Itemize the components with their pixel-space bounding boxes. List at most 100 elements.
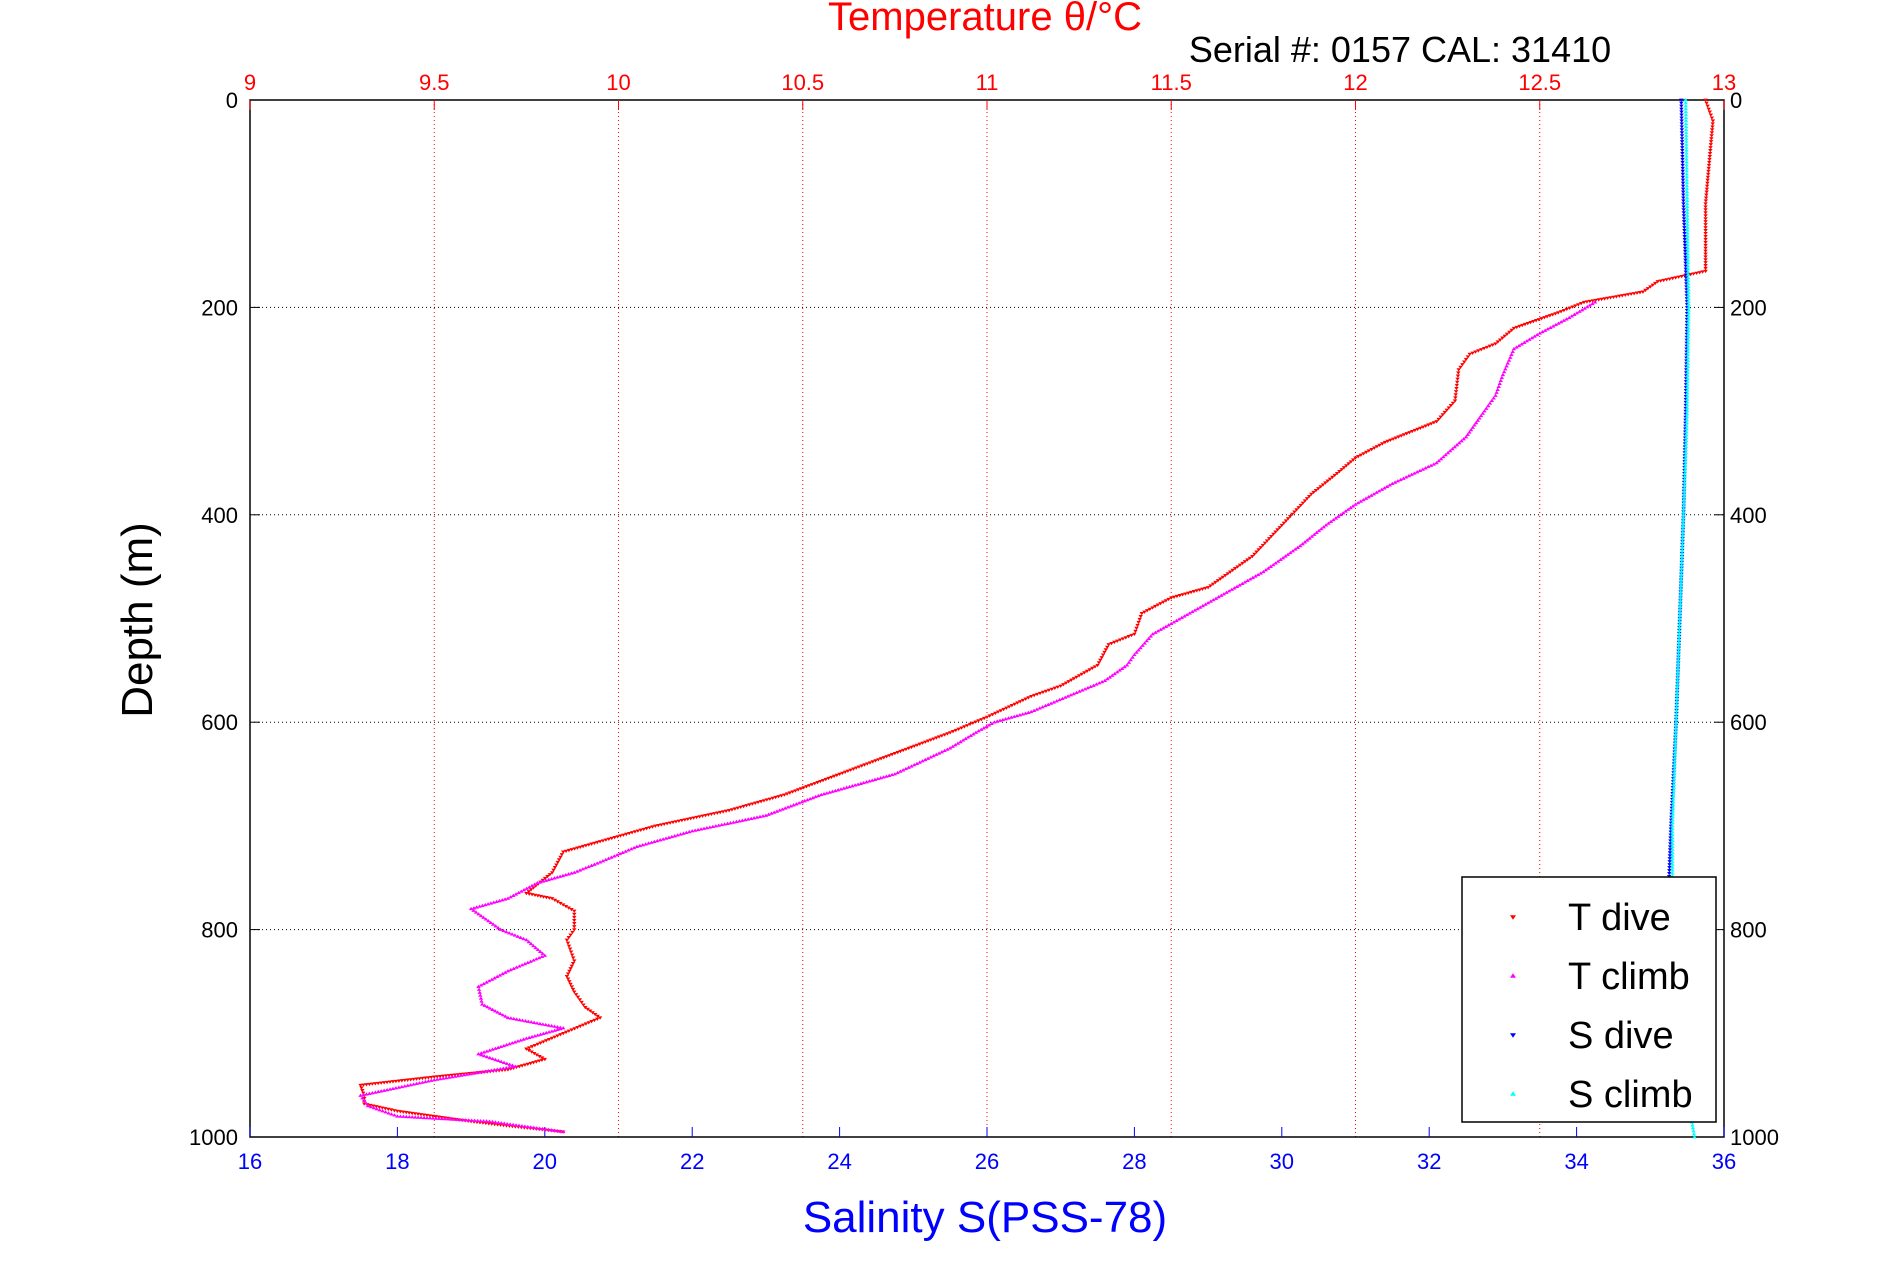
data-point xyxy=(806,784,812,788)
data-point xyxy=(568,950,574,954)
data-point xyxy=(1242,560,1248,564)
right-tick-label: 600 xyxy=(1730,710,1767,735)
data-point xyxy=(486,978,492,983)
data-point xyxy=(580,1023,586,1027)
data-point xyxy=(1550,313,1555,317)
data-point xyxy=(1311,490,1316,495)
data-point xyxy=(1255,572,1261,577)
data-point xyxy=(1271,562,1276,567)
data-point xyxy=(1703,205,1708,209)
data-point xyxy=(1683,261,1688,265)
data-point xyxy=(1680,184,1686,188)
data-point xyxy=(823,777,828,782)
data-point xyxy=(1683,444,1689,448)
data-point xyxy=(1161,626,1166,630)
data-point xyxy=(1670,832,1675,837)
data-point xyxy=(1412,428,1418,433)
data-point xyxy=(1453,396,1458,400)
right-tick-label: 800 xyxy=(1730,918,1767,943)
data-point xyxy=(517,964,522,968)
data-point xyxy=(1684,139,1689,143)
data-point xyxy=(895,750,900,755)
data-point xyxy=(1683,276,1689,280)
data-point xyxy=(1683,438,1689,443)
data-point xyxy=(1685,252,1691,256)
bottom-tick-label: 18 xyxy=(385,1149,409,1174)
data-point xyxy=(515,1039,521,1043)
data-point xyxy=(1680,157,1685,162)
data-point xyxy=(1686,281,1691,286)
data-point xyxy=(1703,202,1708,206)
data-point xyxy=(1481,346,1487,351)
data-point xyxy=(1171,620,1177,624)
data-point xyxy=(1438,456,1444,461)
data-point xyxy=(1348,505,1353,510)
data-point xyxy=(1703,246,1708,251)
data-point xyxy=(442,1116,448,1121)
data-point xyxy=(1581,300,1587,305)
data-point xyxy=(1074,690,1079,695)
data-point xyxy=(1139,611,1144,616)
data-point xyxy=(395,1114,400,1118)
data-point xyxy=(1533,319,1539,323)
data-point xyxy=(920,759,925,763)
data-point xyxy=(1678,598,1683,603)
data-point xyxy=(1090,666,1095,671)
data-point xyxy=(998,709,1004,713)
data-point xyxy=(1458,365,1463,370)
data-point xyxy=(1138,645,1143,650)
data-point xyxy=(505,1015,511,1020)
data-point xyxy=(498,927,503,931)
data-point xyxy=(1288,514,1293,519)
data-point xyxy=(1704,193,1709,197)
data-point xyxy=(1210,582,1216,586)
data-point xyxy=(433,1116,439,1120)
data-point xyxy=(1686,311,1691,315)
data-point xyxy=(981,716,987,721)
data-point xyxy=(1685,364,1690,368)
data-point xyxy=(1046,688,1052,693)
data-point xyxy=(1678,589,1683,594)
data-point xyxy=(1208,584,1213,588)
data-point xyxy=(1407,431,1412,435)
data-point xyxy=(1685,258,1691,262)
data-point xyxy=(1710,119,1716,123)
data-point xyxy=(508,967,513,972)
data-point xyxy=(1266,537,1272,541)
data-point xyxy=(558,855,563,859)
data-point xyxy=(967,722,973,727)
data-point xyxy=(1336,514,1341,518)
data-point xyxy=(537,949,543,953)
data-point xyxy=(981,726,987,730)
data-point xyxy=(895,770,900,775)
data-point xyxy=(953,743,958,747)
data-point xyxy=(1670,862,1675,866)
data-point xyxy=(1087,668,1092,672)
data-point xyxy=(1271,532,1276,537)
data-point xyxy=(1686,308,1691,312)
data-point xyxy=(1648,285,1653,289)
data-point xyxy=(1105,677,1110,681)
data-point xyxy=(1519,342,1524,346)
data-point xyxy=(840,771,845,775)
data-point xyxy=(1685,243,1690,247)
data-point xyxy=(1686,278,1691,283)
data-point xyxy=(570,961,576,966)
data-point xyxy=(1684,192,1690,197)
data-point xyxy=(1667,854,1673,858)
data-point xyxy=(1454,386,1459,391)
data-point xyxy=(506,931,512,935)
top-tick-label: 12 xyxy=(1343,70,1367,95)
data-point xyxy=(595,1017,600,1021)
data-point xyxy=(1545,327,1550,331)
data-point xyxy=(1195,606,1200,611)
data-point xyxy=(586,864,591,869)
data-point xyxy=(793,789,798,793)
data-point xyxy=(1480,411,1485,415)
data-point xyxy=(1134,626,1139,631)
data-point xyxy=(1686,326,1691,330)
data-point xyxy=(1134,650,1139,654)
data-point xyxy=(1685,213,1690,217)
data-point xyxy=(1672,746,1678,751)
data-point xyxy=(401,1114,406,1118)
